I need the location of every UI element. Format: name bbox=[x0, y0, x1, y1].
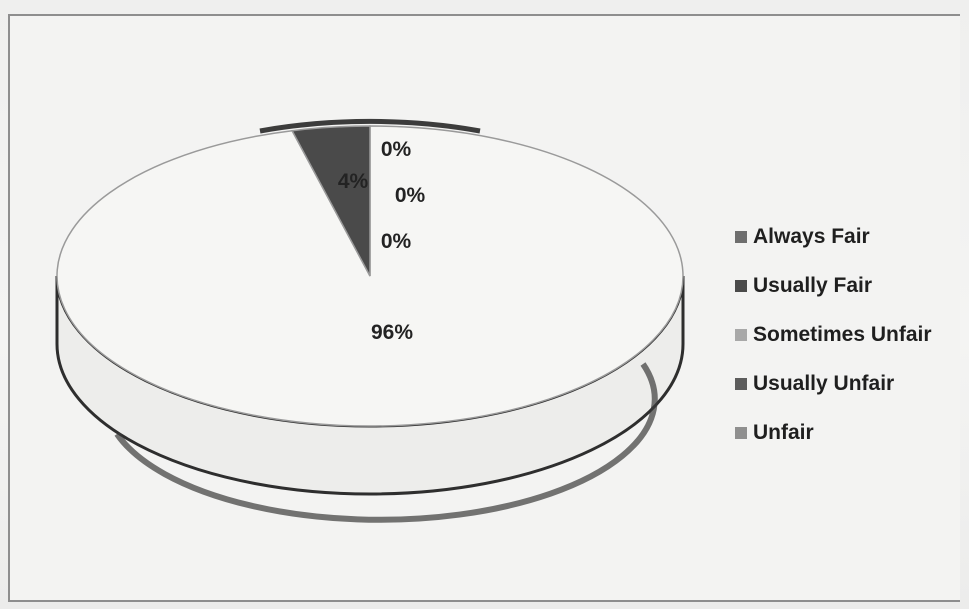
pie-top-rim bbox=[259, 118, 481, 134]
legend: Always Fair Usually Fair Sometimes Unfai… bbox=[735, 212, 965, 457]
pie-slice-usually-fair bbox=[290, 125, 371, 277]
legend-swatch bbox=[735, 377, 747, 390]
legend-label: Usually Fair bbox=[753, 273, 873, 297]
legend-label: Unfair bbox=[753, 420, 814, 444]
legend-swatch bbox=[735, 426, 747, 439]
data-label-usually-unfair: 0% bbox=[395, 184, 426, 207]
data-label-sometimes-unfair: 0% bbox=[381, 138, 412, 161]
data-label-always-fair: 96% bbox=[371, 321, 413, 344]
legend-item-usually-fair: Usually Fair bbox=[735, 261, 965, 310]
legend-swatch bbox=[735, 328, 747, 341]
data-labels: 96% 4% 0% 0% 0% bbox=[338, 138, 426, 344]
data-label-usually-fair: 4% bbox=[338, 170, 369, 193]
legend-label: Usually Unfair bbox=[753, 371, 895, 395]
legend-label: Sometimes Unfair bbox=[753, 322, 932, 346]
pie-base-shadow bbox=[114, 362, 658, 523]
legend-swatch bbox=[735, 279, 747, 292]
legend-item-sometimes-unfair: Sometimes Unfair bbox=[735, 310, 965, 359]
legend-item-always-fair: Always Fair bbox=[735, 212, 965, 261]
legend-item-unfair: Unfair bbox=[735, 408, 965, 457]
legend-label: Always Fair bbox=[753, 224, 870, 248]
legend-swatch bbox=[735, 230, 747, 243]
data-label-unfair: 0% bbox=[381, 230, 412, 253]
pie-group bbox=[55, 118, 685, 523]
legend-item-usually-unfair: Usually Unfair bbox=[735, 359, 965, 408]
